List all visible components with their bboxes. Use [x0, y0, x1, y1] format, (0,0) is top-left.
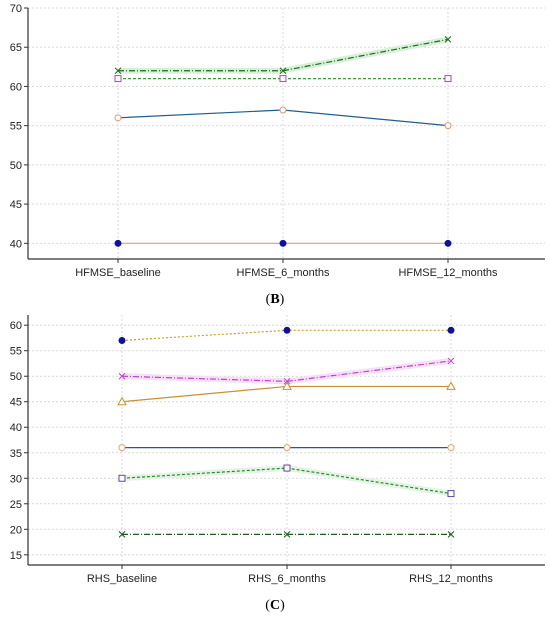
y-tick-label: 40 — [10, 238, 22, 250]
y-tick-label: 55 — [10, 346, 22, 358]
data-point — [447, 490, 455, 498]
data-point — [118, 531, 126, 538]
y-tick-label: 40 — [10, 422, 22, 434]
x-tick-label: RHS_12_months — [409, 573, 493, 585]
data-point — [117, 396, 127, 406]
y-tick-label: 25 — [10, 499, 22, 511]
y-tick-label: 65 — [10, 42, 22, 54]
x-tick-label: HFMSE_6_months — [237, 267, 330, 279]
data-point — [279, 106, 287, 114]
chart-panel-c: 15 20 25 30 35 40 45 50 55 60 RHS_baseline RHS_6_mo… — [10, 315, 545, 585]
series-band — [118, 36, 448, 74]
data-point — [444, 239, 452, 247]
data-point — [283, 464, 291, 472]
data-point — [283, 444, 291, 452]
data-point — [114, 75, 122, 83]
data-point — [279, 239, 287, 247]
x-tick-label: HFMSE_baseline — [75, 267, 161, 279]
data-point — [444, 75, 452, 83]
series-band — [122, 357, 451, 385]
data-point — [447, 444, 455, 452]
y-tick-label: 35 — [10, 448, 22, 460]
data-point — [118, 372, 126, 380]
data-point — [447, 357, 455, 365]
data-point — [447, 531, 455, 538]
data-point — [283, 377, 291, 385]
data-point — [118, 444, 126, 452]
data-point — [118, 474, 126, 482]
x-tick-label: HFMSE_12_months — [398, 267, 498, 279]
data-point — [447, 326, 455, 334]
panel-caption-b: (B) — [266, 292, 285, 307]
y-tick-label: 60 — [10, 81, 22, 93]
y-tick-label: 20 — [10, 524, 22, 536]
data-point — [118, 337, 126, 345]
y-tick-label: 60 — [10, 320, 22, 332]
data-point — [283, 326, 291, 334]
data-point — [283, 531, 291, 538]
y-tick-label: 70 — [10, 3, 22, 15]
data-point — [114, 239, 122, 247]
chart-panel-b: 40 45 50 55 60 65 70 HFMSE_baseline HFMSE_6_mont… — [10, 3, 545, 279]
y-tick-label: 50 — [10, 160, 22, 172]
data-point — [279, 75, 287, 83]
y-tick-label: 45 — [10, 397, 22, 409]
data-point — [279, 67, 287, 75]
data-point — [444, 122, 452, 130]
data-point — [114, 67, 122, 75]
y-tick-label: 15 — [10, 550, 22, 562]
data-point — [446, 381, 456, 390]
x-tick-label: RHS_baseline — [87, 573, 157, 585]
y-tick-label: 45 — [10, 199, 22, 211]
y-tick-label: 55 — [10, 121, 22, 133]
data-point — [444, 36, 452, 43]
y-tick-label: 30 — [10, 473, 22, 485]
y-tick-label: 50 — [10, 371, 22, 383]
data-point — [282, 381, 292, 390]
data-point — [114, 114, 122, 122]
x-tick-label: RHS_6_months — [248, 573, 326, 585]
panel-caption-c: (C) — [265, 598, 285, 613]
